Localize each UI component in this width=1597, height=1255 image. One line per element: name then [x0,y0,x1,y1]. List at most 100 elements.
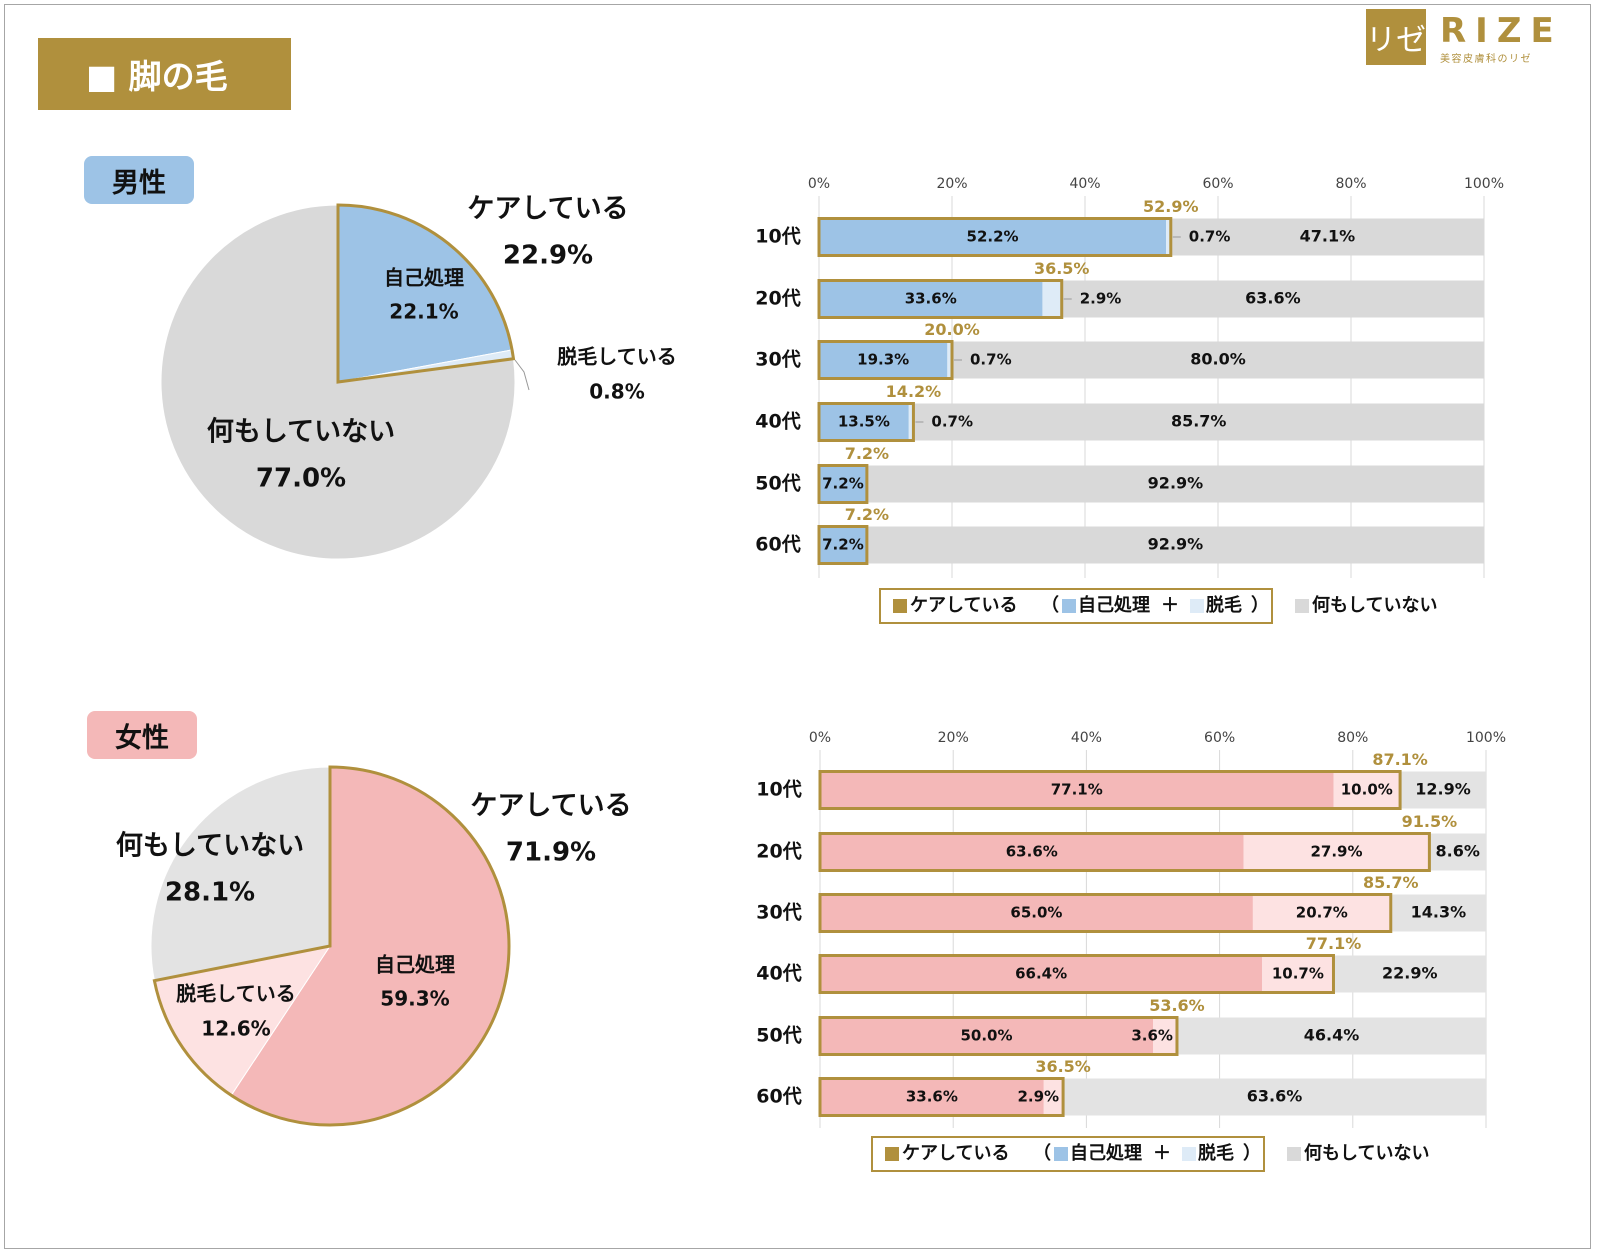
female-bar-x-tick: 0% [809,730,831,746]
male-bar-label-self: 52.2% [967,228,1019,246]
female-bar-bar-hair [1043,1078,1064,1116]
male-bar-legend-swatch-hair [1190,599,1204,613]
male-pie-nothing-value: 77.0% [256,464,346,494]
female-bar-x-tick: 40% [1071,730,1102,746]
female-bar-legend-swatch-care [885,1147,899,1161]
female-pie-self-name: 自己処理 [375,953,455,977]
male-bar-label-hair: 0.7% [1189,228,1231,246]
male-bar-bar-self [819,465,867,503]
female-bar-label-nothing: 63.6% [1247,1087,1303,1106]
female-bar-bar-care-outline [818,1077,1065,1117]
female-bar-label-care-total: 87.1% [1372,750,1428,769]
male-bar-bar-care-outline [817,340,954,380]
male-pie-slice-nothing [160,204,516,560]
male-bar-bar-hair [947,341,952,379]
female-pie-care-value: 71.9% [506,838,596,868]
female-bar-bar-hair [1243,833,1430,871]
female-bar-bar-care-outline [818,832,1431,872]
female-bar-label-nothing: 8.6% [1436,842,1480,861]
female-bar-legend-close: ） [1243,1143,1261,1164]
female-bar-category-label: 50代 [756,1025,801,1047]
male-bar-category-label: 10代 [755,226,800,248]
female-pie-slice-nothing [150,766,331,982]
female-bar-bar-nothing [1176,1017,1486,1055]
female-bar-legend-care: ケアしている [902,1143,1009,1164]
female-bar-label-nothing: 46.4% [1304,1026,1360,1045]
female-bar-legend-self: 自己処理 [1070,1142,1142,1164]
male-bar-bar-self [819,218,1167,256]
page-title: ■ 脚の毛 [38,38,291,110]
female-bar-bar-self [820,1078,1044,1116]
male-bar-legend-swatch-care [893,599,907,613]
logo-word: RIZE [1440,11,1563,51]
male-pie-care-outline [336,203,516,384]
female-bar-bar-care-outline [818,1016,1179,1056]
male-bar-label-nothing: 80.0% [1190,350,1246,369]
female-bar-legend-open: （ [1033,1143,1051,1164]
male-bar-bar-hair [1042,280,1062,318]
female-bar-label-nothing: 12.9% [1415,780,1471,799]
male-bar-label-nothing: 63.6% [1245,289,1301,308]
female-bar-legend-swatch-hair [1182,1147,1196,1161]
female-bar-category-label: 30代 [756,902,801,924]
male-section-label: 男性 [84,156,194,204]
male-bar-label-self: 7.2% [822,475,864,493]
male-bar-label-care-total: 14.2% [886,382,942,401]
male-pie-hair-leader [514,359,530,391]
female-bar-label-self: 50.0% [960,1027,1012,1045]
male-bar-label-nothing: 47.1% [1300,227,1356,246]
male-bar-label-nothing: 85.7% [1171,412,1227,431]
female-bar-label-hair: 3.6% [1131,1027,1173,1045]
female-bar-legend-hair: 脱毛 [1198,1142,1234,1164]
male-bar-legend-nothing: 何もしていない [1312,594,1437,616]
female-bar-category-label: 40代 [756,963,801,985]
female-bar-label-hair: 10.7% [1272,965,1324,983]
male-bar-x-tick: 40% [1069,176,1100,192]
male-bar-x-tick: 60% [1202,176,1233,192]
male-bar-bar-nothing [1061,280,1484,318]
rize-logo: リゼ RIZE 美容皮膚科のリゼ [1366,9,1561,67]
male-bar-label-hair: 0.7% [970,351,1012,369]
male-bar-x-tick: 80% [1335,176,1366,192]
male-bar-category-label: 40代 [755,411,800,433]
female-bar-bar-self [820,894,1253,932]
male-bar-bar-care-outline [817,279,1064,319]
male-bar-bar-care-outline [817,525,869,565]
female-bar-label-care-total: 53.6% [1149,996,1205,1015]
male-bar-label-nothing: 92.9% [1148,474,1204,493]
male-bar-x-tick: 100% [1464,176,1504,192]
male-pie-self-value: 22.1% [389,300,458,324]
male-bar-bar-care-outline [817,217,1173,257]
male-bar-bar-nothing [1170,218,1484,256]
male-bar-legend-plus: ＋ [1161,595,1179,616]
female-bar-bar-self [820,955,1263,993]
female-bar-bar-self [820,771,1334,809]
female-bar-label-care-total: 91.5% [1402,812,1458,831]
female-pie-care-outline [152,765,511,1127]
logo-subtitle: 美容皮膚科のリゼ [1440,54,1532,65]
male-bar-label-self: 33.6% [905,290,957,308]
female-bar-bar-nothing [1390,894,1486,932]
male-bar-legend-hair: 脱毛 [1206,594,1242,616]
male-bar-category-label: 30代 [755,349,800,371]
male-bar-bar-care-outline [817,402,915,442]
female-bar-legend-plus: ＋ [1153,1143,1171,1164]
male-bar-bar-hair [908,403,914,441]
female-bar-label-self: 63.6% [1006,843,1058,861]
male-bar-label-care-total: 20.0% [924,320,980,339]
female-pie-self-value: 59.3% [380,987,449,1011]
male-bar-category-label: 60代 [755,534,800,556]
male-bar-legend-close: ） [1251,595,1269,616]
female-bar-x-tick: 80% [1337,730,1368,746]
male-bar-label-self: 7.2% [822,536,864,554]
female-bar-label-self: 33.6% [906,1088,958,1106]
female-bar-label-self: 77.1% [1051,781,1103,799]
male-bar-label-hair: 2.9% [1080,290,1122,308]
female-bar-bar-self [820,1017,1153,1055]
female-bar-label-hair: 20.7% [1296,904,1348,922]
page-frame [4,4,1591,1249]
male-bar-label-hair: 0.7% [931,413,973,431]
male-bar-category-label: 50代 [755,473,800,495]
female-bar-bar-care-outline [818,770,1402,810]
